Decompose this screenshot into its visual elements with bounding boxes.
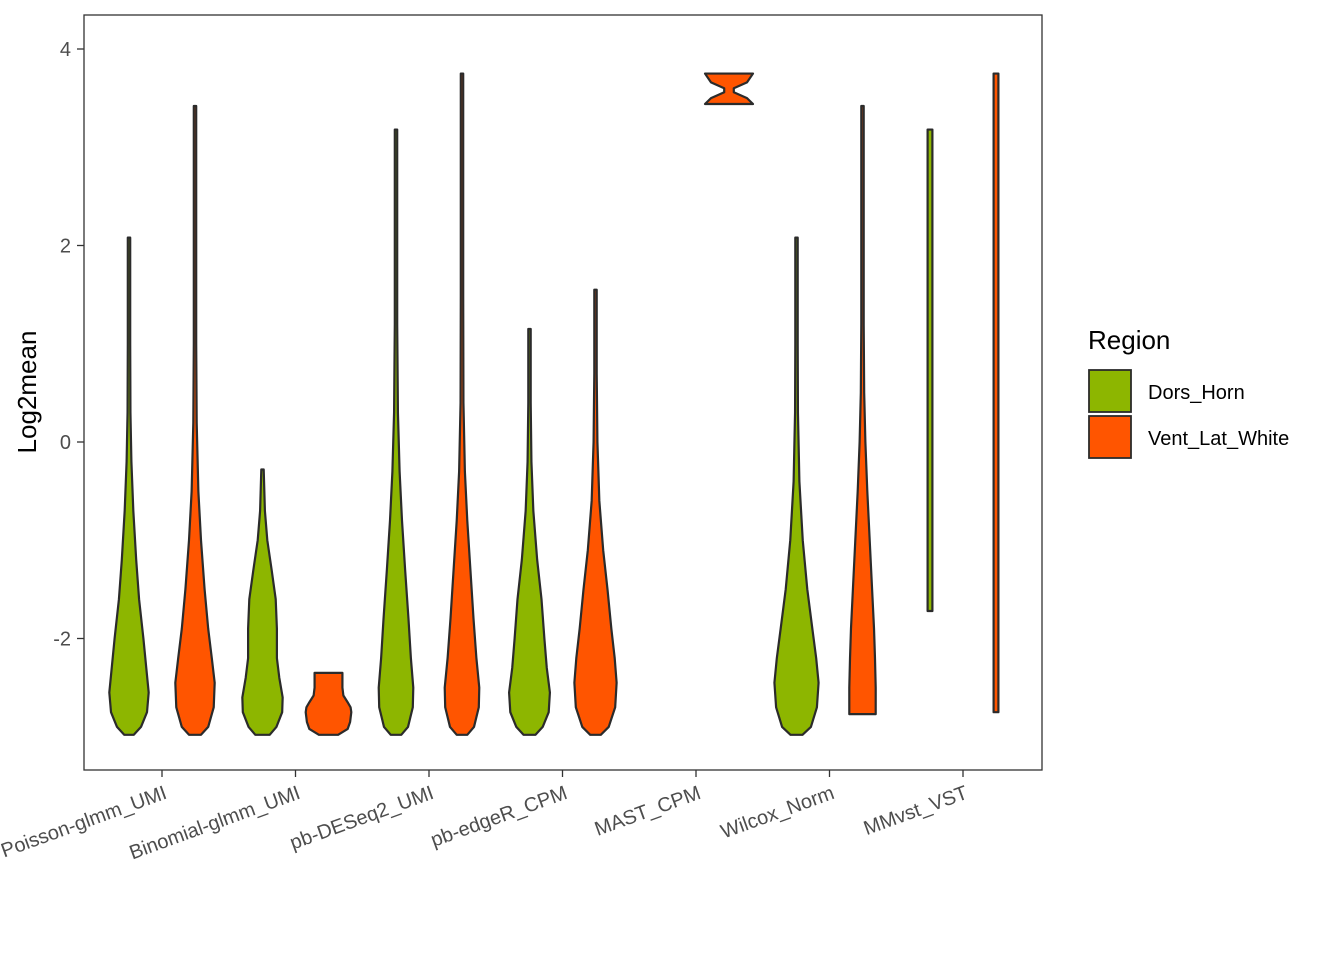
violin-vent-lat-white-mast-cpm xyxy=(703,72,755,106)
violin-vent-lat-white-wilcox-norm xyxy=(848,104,877,716)
violin-vent-lat-white-pb-deseq2-umi xyxy=(443,72,481,736)
y-tick-label: 0 xyxy=(60,432,71,454)
violin-dors-horn-binomial-glmm-umi xyxy=(241,468,284,736)
plot-panel xyxy=(83,14,1043,771)
violin-dors-horn-poisson-glmm-umi xyxy=(108,236,150,736)
y-tick-label: -2 xyxy=(53,629,71,651)
legend: Region Dors_Horn Vent_Lat_White xyxy=(1088,325,1289,459)
violin-vent-lat-white-pb-edger-cpm xyxy=(573,288,618,736)
violin-dors-horn-wilcox-norm xyxy=(773,236,820,736)
legend-items: Dors_Horn Vent_Lat_White xyxy=(1088,369,1289,459)
x-tick-label: Wilcox_Norm xyxy=(718,782,837,843)
x-tick-label: MAST_CPM xyxy=(592,782,704,841)
violin-vent-lat-white-mmvst-vst xyxy=(992,72,1000,714)
y-axis-title: Log2mean xyxy=(12,331,42,454)
violin-vent-lat-white-binomial-glmm-umi xyxy=(304,671,353,736)
legend-title: Region xyxy=(1088,325,1170,355)
y-tick-label: 2 xyxy=(60,236,71,258)
violin-layer xyxy=(108,72,1000,736)
legend-swatch xyxy=(1088,369,1132,413)
x-axis: Poisson-glmm_UMIBinomial-glmm_UMIpb-DESe… xyxy=(0,770,971,864)
legend-label: Vent_Lat_White xyxy=(1148,428,1289,450)
legend-swatch xyxy=(1088,415,1132,459)
legend-label: Dors_Horn xyxy=(1148,382,1245,404)
y-tick-label: 4 xyxy=(60,39,71,61)
violin-dors-horn-pb-edger-cpm xyxy=(508,327,551,736)
y-axis: 4 2 0 -2 xyxy=(53,39,84,651)
x-tick-label: pb-edgeR_CPM xyxy=(428,782,570,852)
violin-dors-horn-pb-deseq2-umi xyxy=(377,128,415,736)
x-tick-label: pb-DESeq2_UMI xyxy=(287,782,437,854)
x-tick-label: MMvst_VST xyxy=(861,782,971,840)
violin-vent-lat-white-poisson-glmm-umi xyxy=(174,104,216,736)
violin-dors-horn-mmvst-vst xyxy=(926,128,934,613)
